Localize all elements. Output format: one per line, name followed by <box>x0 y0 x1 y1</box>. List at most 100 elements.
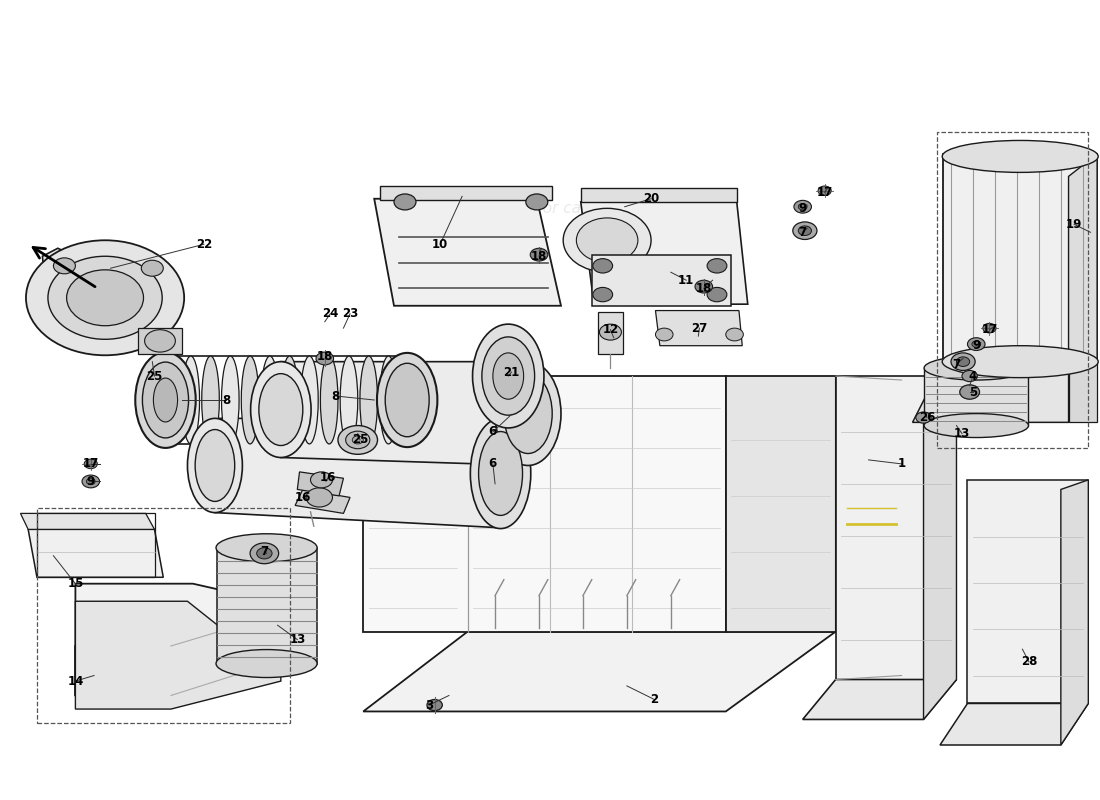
Polygon shape <box>656 310 743 346</box>
Text: 20: 20 <box>642 192 659 206</box>
Circle shape <box>916 412 932 423</box>
Polygon shape <box>1068 362 1097 422</box>
Text: 16: 16 <box>320 471 337 484</box>
Polygon shape <box>280 362 528 466</box>
Polygon shape <box>924 376 957 719</box>
Polygon shape <box>29 530 163 578</box>
Ellipse shape <box>216 534 317 562</box>
Ellipse shape <box>182 356 199 444</box>
Circle shape <box>794 200 812 213</box>
Circle shape <box>576 218 638 262</box>
Ellipse shape <box>379 356 397 444</box>
Text: 17: 17 <box>82 458 99 470</box>
Circle shape <box>960 385 980 399</box>
Circle shape <box>85 459 98 469</box>
Circle shape <box>799 226 812 235</box>
Ellipse shape <box>493 353 524 399</box>
Ellipse shape <box>504 374 552 454</box>
Circle shape <box>87 478 96 485</box>
Polygon shape <box>836 376 902 675</box>
Ellipse shape <box>385 363 429 437</box>
Text: 17: 17 <box>981 323 998 336</box>
Polygon shape <box>1060 480 1088 745</box>
Ellipse shape <box>473 324 544 428</box>
Ellipse shape <box>360 356 377 444</box>
Text: 26: 26 <box>918 411 935 424</box>
Text: 5: 5 <box>969 386 977 398</box>
Text: 23: 23 <box>342 307 359 320</box>
Circle shape <box>530 248 548 261</box>
Text: 14: 14 <box>67 674 84 688</box>
Text: 10: 10 <box>432 238 449 250</box>
Text: 9: 9 <box>799 202 806 215</box>
Text: 7: 7 <box>799 226 806 238</box>
Text: 4: 4 <box>969 370 977 382</box>
Polygon shape <box>379 186 552 200</box>
Text: 9: 9 <box>972 339 980 352</box>
Ellipse shape <box>261 356 278 444</box>
Text: 24: 24 <box>322 307 339 320</box>
Ellipse shape <box>258 374 303 446</box>
Polygon shape <box>581 202 748 304</box>
Polygon shape <box>940 703 1088 745</box>
Circle shape <box>656 328 673 341</box>
Text: 13: 13 <box>289 633 306 646</box>
Ellipse shape <box>142 362 188 438</box>
Ellipse shape <box>216 650 317 678</box>
Circle shape <box>593 287 613 302</box>
Circle shape <box>141 260 163 276</box>
Ellipse shape <box>280 356 298 444</box>
Polygon shape <box>363 376 726 631</box>
Text: 11: 11 <box>678 274 694 286</box>
Text: 25: 25 <box>146 370 163 382</box>
Polygon shape <box>76 584 280 695</box>
Circle shape <box>593 258 613 273</box>
Bar <box>937 133 1088 448</box>
Ellipse shape <box>265 612 296 656</box>
Polygon shape <box>726 376 836 631</box>
Polygon shape <box>592 254 732 306</box>
Polygon shape <box>295 490 350 514</box>
Circle shape <box>427 699 442 710</box>
Circle shape <box>26 240 184 355</box>
Ellipse shape <box>257 603 304 665</box>
Circle shape <box>338 426 377 454</box>
Polygon shape <box>297 472 343 496</box>
Polygon shape <box>1068 154 1097 422</box>
Text: 1: 1 <box>898 458 905 470</box>
Text: 18: 18 <box>317 350 333 362</box>
Circle shape <box>563 208 651 272</box>
Circle shape <box>793 222 817 239</box>
Text: 21: 21 <box>504 366 519 378</box>
Circle shape <box>526 194 548 210</box>
Polygon shape <box>913 362 1097 422</box>
Text: 2: 2 <box>650 693 659 706</box>
Text: 7: 7 <box>261 546 268 558</box>
Circle shape <box>48 256 162 339</box>
Polygon shape <box>21 514 154 530</box>
Ellipse shape <box>300 356 318 444</box>
Text: 17: 17 <box>816 186 833 199</box>
Ellipse shape <box>482 337 535 415</box>
Text: 15: 15 <box>67 577 84 590</box>
Bar <box>598 312 623 354</box>
Text: 3: 3 <box>425 698 433 711</box>
Polygon shape <box>217 548 317 663</box>
Ellipse shape <box>377 353 438 447</box>
Bar <box>37 508 289 723</box>
Ellipse shape <box>221 356 239 444</box>
Text: 16: 16 <box>295 491 311 504</box>
Ellipse shape <box>943 346 1098 378</box>
Ellipse shape <box>320 356 338 444</box>
Polygon shape <box>363 631 836 711</box>
Polygon shape <box>968 480 1088 703</box>
Circle shape <box>968 338 986 350</box>
Text: 27: 27 <box>691 322 707 334</box>
Polygon shape <box>924 368 1027 426</box>
Circle shape <box>310 472 332 488</box>
Text: 9: 9 <box>87 475 95 488</box>
Text: 6: 6 <box>488 426 497 438</box>
Text: 25: 25 <box>352 434 368 446</box>
Ellipse shape <box>201 356 219 444</box>
Circle shape <box>144 330 175 352</box>
